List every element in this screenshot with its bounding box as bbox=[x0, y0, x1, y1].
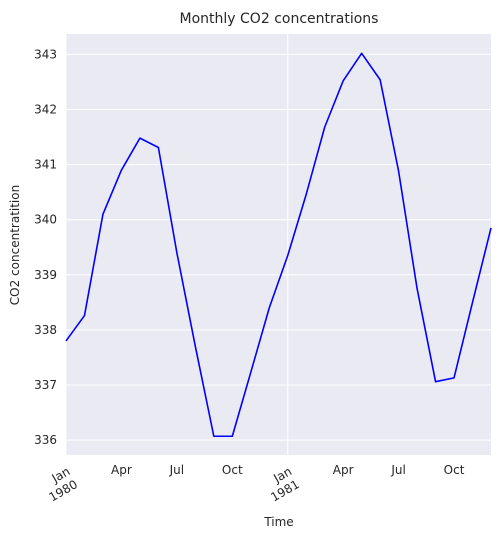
y-axis-label: CO2 concentratition bbox=[8, 185, 22, 305]
x-tick-label: Apr bbox=[111, 463, 132, 477]
series-layer bbox=[65, 52, 492, 438]
x-tick-label: Jul bbox=[390, 463, 405, 477]
y-tick-label: 343 bbox=[34, 47, 57, 61]
y-tick-label: 337 bbox=[34, 378, 57, 392]
y-tick-label: 342 bbox=[34, 102, 57, 116]
chart-title: Monthly CO2 concentrations bbox=[180, 11, 379, 27]
plot-area bbox=[66, 34, 491, 455]
grid-lines bbox=[65, 34, 491, 455]
y-tick-label: 340 bbox=[34, 213, 57, 227]
x-tick-label: Oct bbox=[444, 463, 465, 477]
x-axis-label: Time bbox=[263, 515, 293, 529]
y-tick-label: 338 bbox=[34, 323, 57, 337]
x-tick-label: Oct bbox=[222, 463, 243, 477]
y-axis-ticks: 336 337 338 339 340 341 342 343 bbox=[34, 47, 57, 447]
x-tick-label: Apr bbox=[333, 463, 354, 477]
x-tick-label: Jul bbox=[169, 463, 184, 477]
y-tick-label: 336 bbox=[34, 433, 57, 447]
y-tick-label: 341 bbox=[34, 158, 57, 172]
y-tick-label: 339 bbox=[34, 268, 57, 282]
series-line bbox=[65, 52, 492, 438]
